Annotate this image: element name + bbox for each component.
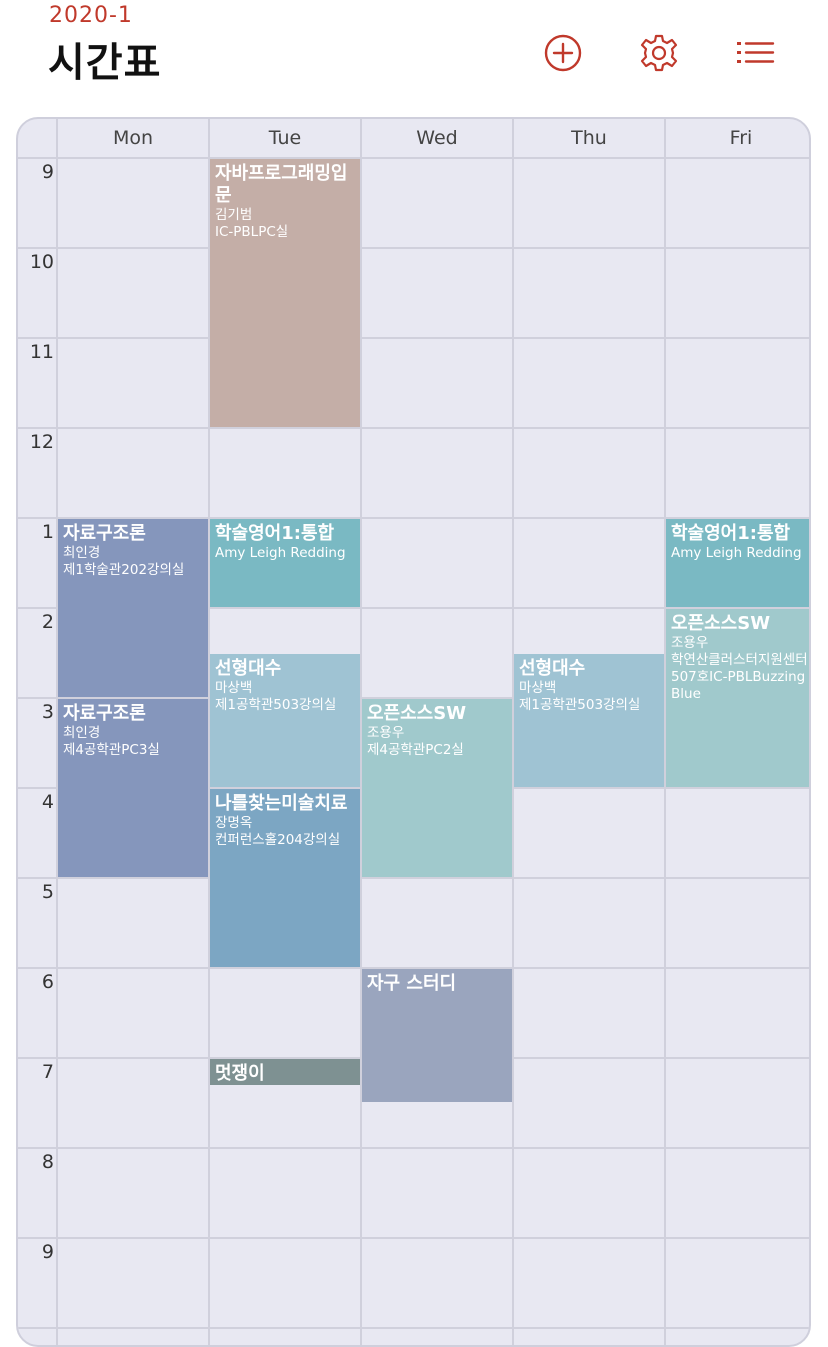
hour-label: 9 xyxy=(18,161,54,183)
course-title: 자료구조론 xyxy=(63,523,204,545)
course-title: 선형대수 xyxy=(519,658,660,680)
course-title: 학술영어1:통합 xyxy=(215,523,356,545)
course-detail: 최인경 xyxy=(63,545,204,562)
course-title: 자료구조론 xyxy=(63,703,204,725)
course-detail: Amy Leigh Redding xyxy=(671,545,811,562)
day-header-thu: Thu xyxy=(514,119,664,157)
course-title: 자구 스터디 xyxy=(367,973,508,995)
course-block[interactable]: 나를찾는미술치료 장명옥 컨퍼런스홀204강의실 xyxy=(210,789,360,967)
course-detail: Amy Leigh Redding xyxy=(215,545,356,562)
hour-label: 7 xyxy=(18,1061,54,1083)
course-title: 선형대수 xyxy=(215,658,356,680)
hour-label: 5 xyxy=(18,881,54,903)
course-detail: 제4공학관PC3실 xyxy=(63,742,204,759)
course-block[interactable]: 학술영어1:통합 Amy Leigh Redding xyxy=(666,519,811,607)
course-detail: 최인경 xyxy=(63,725,204,742)
day-header-mon: Mon xyxy=(58,119,208,157)
grid-row-divider xyxy=(18,157,811,159)
hour-label: 11 xyxy=(18,341,54,363)
gear-icon[interactable] xyxy=(639,33,679,73)
course-block[interactable]: 자바프로그래밍입문 김기범 IC-PBLPC실 xyxy=(210,159,360,427)
course-block[interactable]: 오픈소스SW 조용우 학연산클러스터지원센터507호IC-PBLBuzzingBlu… xyxy=(666,609,811,787)
grid-row-divider xyxy=(18,247,811,249)
day-header-wed: Wed xyxy=(362,119,512,157)
hour-label: 4 xyxy=(18,791,54,813)
list-icon[interactable] xyxy=(735,33,775,73)
course-block[interactable]: 오픈소스SW 조용우 제4공학관PC2실 xyxy=(362,699,512,877)
day-header-tue: Tue xyxy=(210,119,360,157)
timetable-grid[interactable]: Mon Tue Wed Thu Fri 9 10 11 12 1 2 3 4 5 6 7 8 9 자바프로그래밍입문… xyxy=(16,117,811,1347)
page-title: 시간표 xyxy=(48,30,161,88)
course-title: 오픈소스SW xyxy=(671,613,811,635)
course-title: 자바프로그래밍입문 xyxy=(215,163,356,207)
course-detail: 제1공학관503강의실 xyxy=(215,697,356,714)
semester-label[interactable]: 2020-1 xyxy=(49,3,133,28)
hour-label: 6 xyxy=(18,971,54,993)
course-detail: 제1학술관202강의실 xyxy=(63,562,204,579)
plus-circle-icon[interactable] xyxy=(543,33,583,73)
course-block[interactable]: 자료구조론 최인경 제4공학관PC3실 xyxy=(58,699,208,877)
course-block[interactable]: 자구 스터디 xyxy=(362,969,512,1102)
hour-label: 12 xyxy=(18,431,54,453)
grid-row-divider xyxy=(18,1237,811,1239)
hour-label: 8 xyxy=(18,1151,54,1173)
course-block[interactable]: 선형대수 마상백 제1공학관503강의실 xyxy=(210,654,360,787)
course-block[interactable]: 학술영어1:통합 Amy Leigh Redding xyxy=(210,519,360,607)
hour-label: 2 xyxy=(18,611,54,633)
hour-label: 9 xyxy=(18,1241,54,1263)
hour-label: 10 xyxy=(18,251,54,273)
course-title: 나를찾는미술치료 xyxy=(215,793,356,815)
course-block[interactable]: 멋쟁이 xyxy=(210,1059,360,1085)
course-detail: 컨퍼런스홀204강의실 xyxy=(215,832,356,849)
course-detail: 마상백 xyxy=(519,680,660,697)
day-header-fri: Fri xyxy=(666,119,811,157)
course-detail: 학연산클러스터지원센터507호IC-PBLBuzzingBlue xyxy=(671,652,811,703)
course-detail: 장명옥 xyxy=(215,815,356,832)
hour-label: 3 xyxy=(18,701,54,723)
course-title: 오픈소스SW xyxy=(367,703,508,725)
course-detail: 마상백 xyxy=(215,680,356,697)
grid-row-divider xyxy=(18,1147,811,1149)
course-detail: IC-PBLPC실 xyxy=(215,224,356,241)
course-detail: 조용우 xyxy=(367,725,508,742)
grid-row-divider xyxy=(18,427,811,429)
course-detail: 제1공학관503강의실 xyxy=(519,697,660,714)
course-detail: 조용우 xyxy=(671,635,811,652)
grid-row-divider xyxy=(18,1327,811,1329)
course-detail: 제4공학관PC2실 xyxy=(367,742,508,759)
header-bar: 2020-1 시간표 xyxy=(0,0,828,110)
course-title: 멋쟁이 xyxy=(215,1063,356,1085)
course-detail: 김기범 xyxy=(215,207,356,224)
hour-label: 1 xyxy=(18,521,54,543)
course-block[interactable]: 자료구조론 최인경 제1학술관202강의실 xyxy=(58,519,208,697)
grid-row-divider xyxy=(18,337,811,339)
course-title: 학술영어1:통합 xyxy=(671,523,811,545)
grid-row-divider xyxy=(18,877,811,879)
course-block[interactable]: 선형대수 마상백 제1공학관503강의실 xyxy=(514,654,664,787)
